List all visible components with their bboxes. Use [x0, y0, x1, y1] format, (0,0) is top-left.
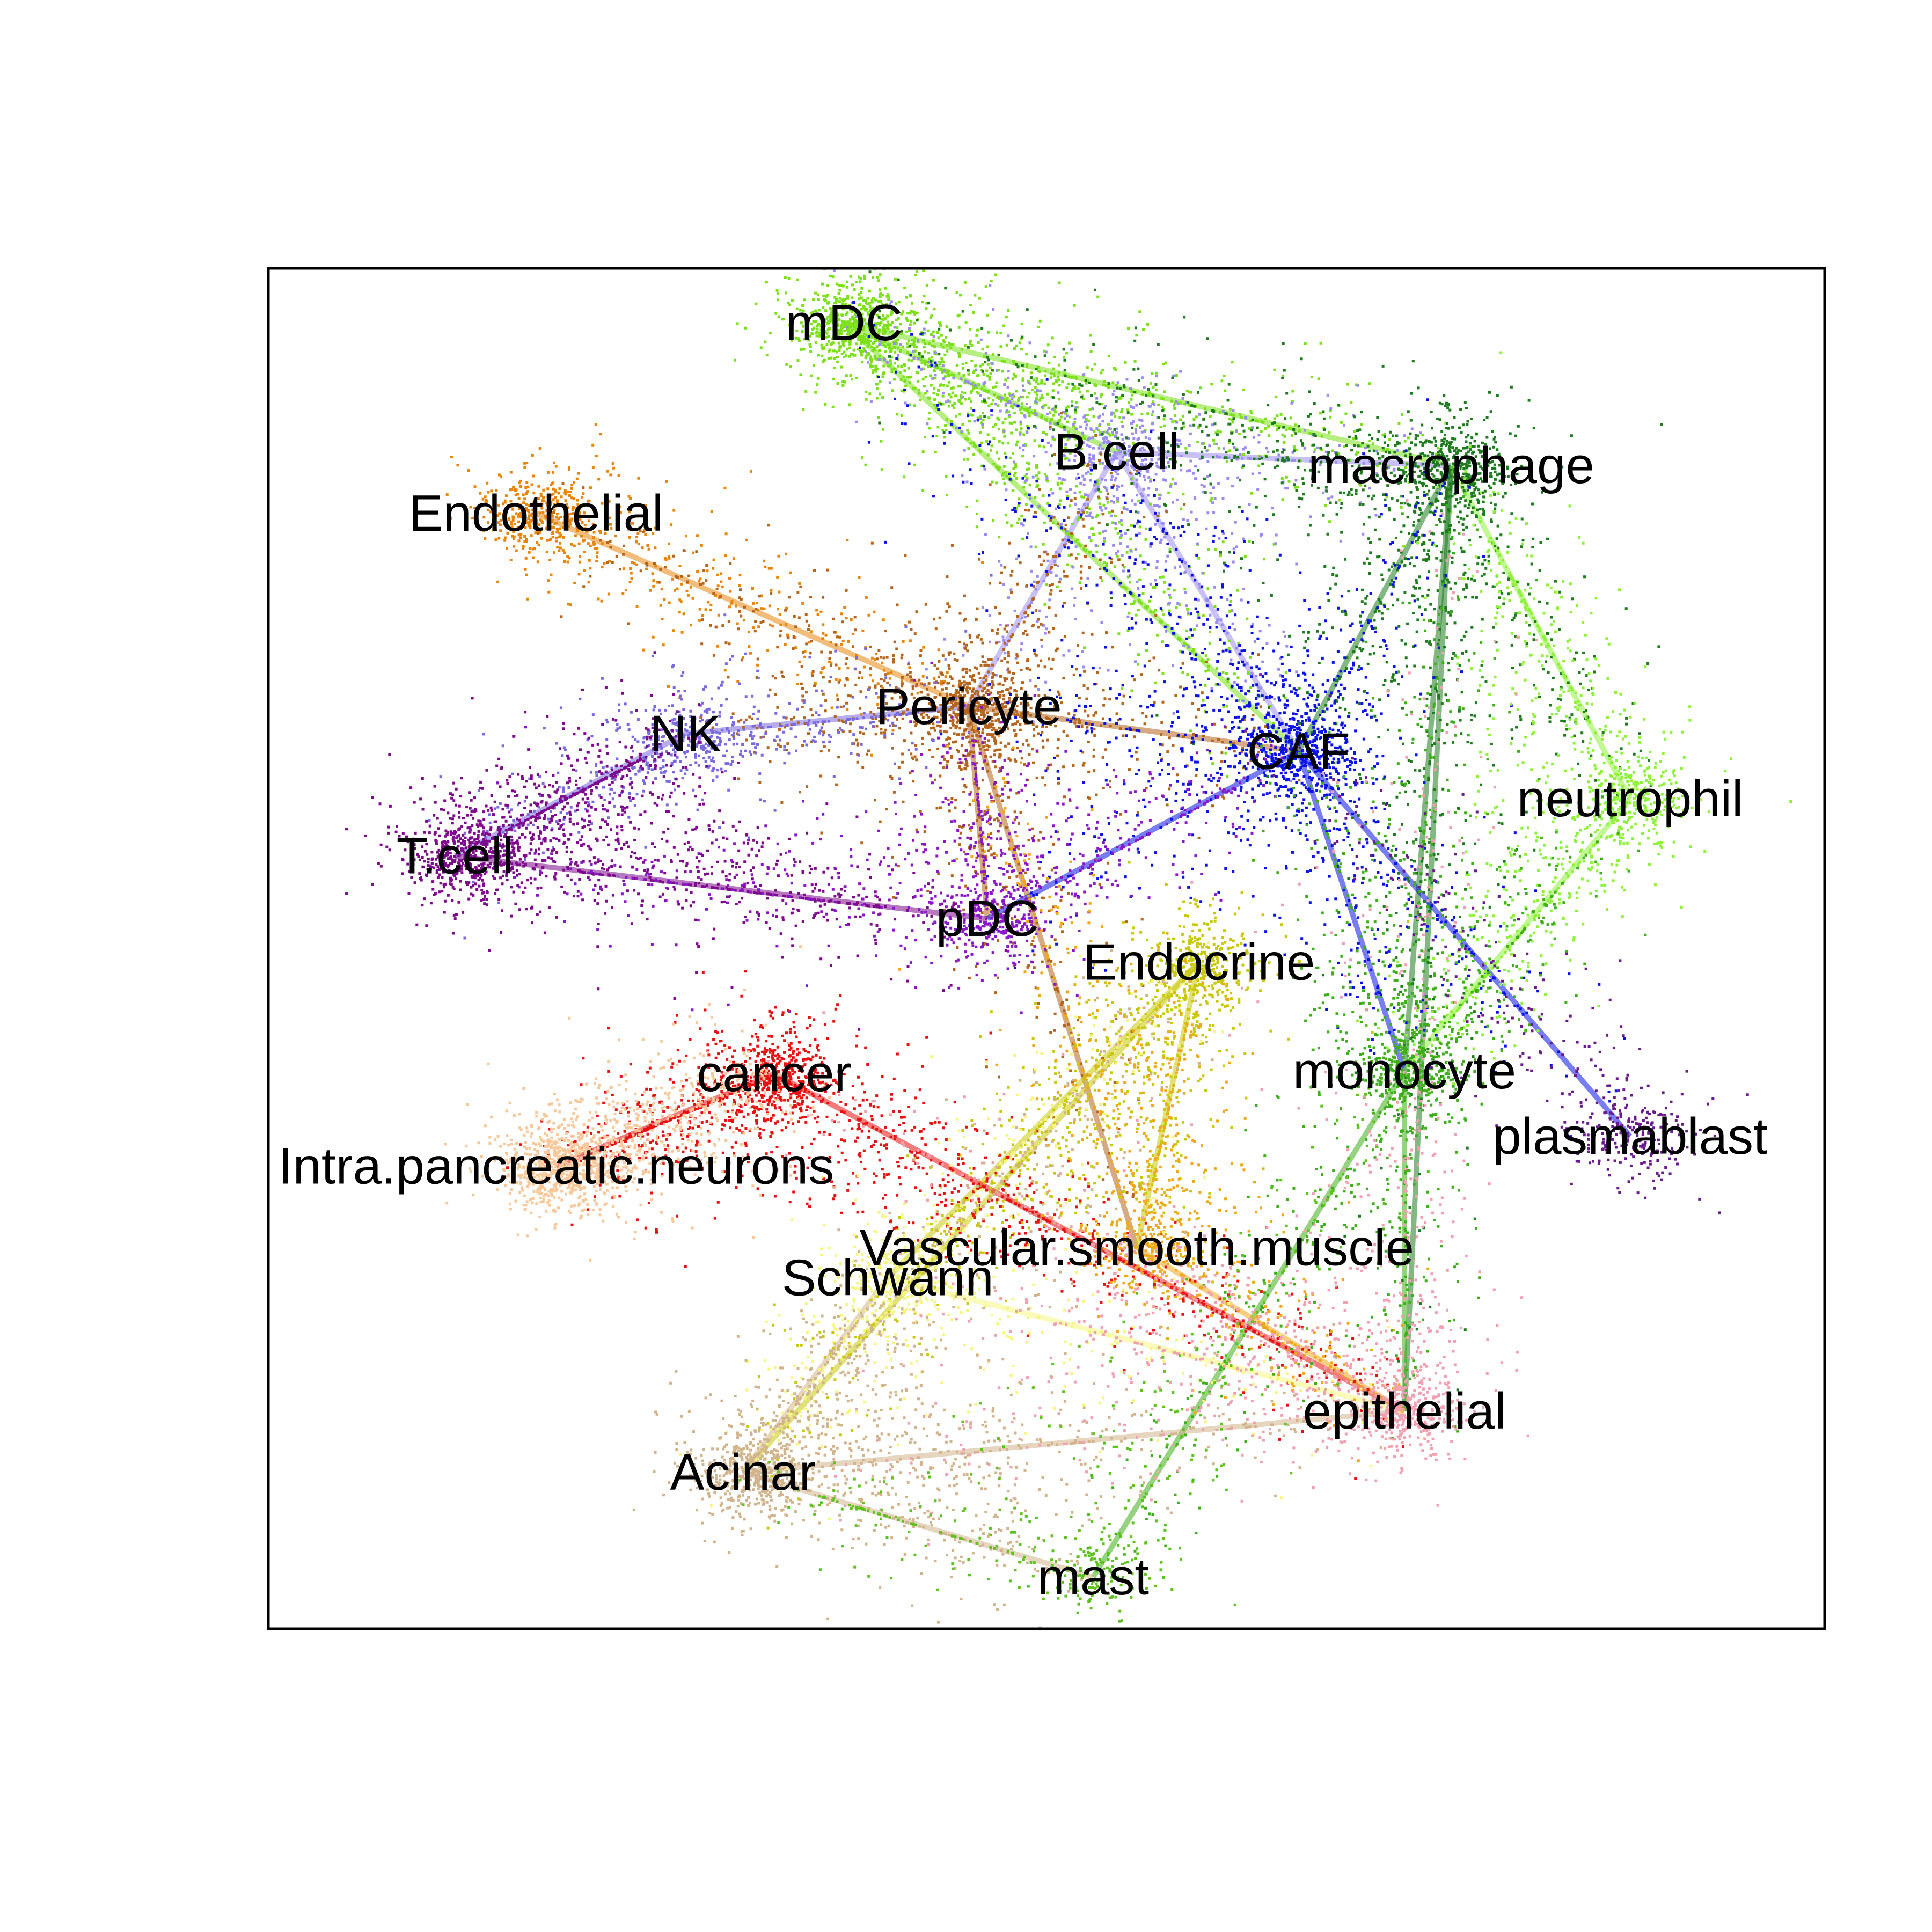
- cluster-label-pDC: pDC: [936, 890, 1039, 947]
- cluster-label-monocyte: monocyte: [1293, 1042, 1516, 1100]
- cluster-label-Endothelial: Endothelial: [408, 485, 663, 542]
- cluster-label-neutrophil: neutrophil: [1517, 770, 1744, 828]
- cluster-label-Pericyte: Pericyte: [876, 678, 1062, 735]
- cluster-label-mDC: mDC: [786, 294, 903, 352]
- cluster-label-Intra.pancreatic.neurons: Intra.pancreatic.neurons: [279, 1138, 834, 1195]
- cluster-label-NK: NK: [650, 705, 721, 762]
- cluster-label-CAF: CAF: [1247, 722, 1350, 780]
- cluster-label-Acinar: Acinar: [670, 1444, 816, 1501]
- cluster-label-cancer: cancer: [697, 1045, 851, 1102]
- cluster-label-mast: mast: [1037, 1548, 1149, 1606]
- cluster-label-Schwann: Schwann: [782, 1249, 994, 1306]
- cluster-label-macrophage: macrophage: [1308, 437, 1594, 494]
- cluster-label-Endocrine: Endocrine: [1083, 933, 1315, 991]
- cluster-label-epithelial: epithelial: [1303, 1382, 1506, 1440]
- cluster-label-plasmablast: plasmablast: [1492, 1108, 1767, 1165]
- cluster-label-T.cell: T.cell: [397, 828, 514, 885]
- cluster-label-B.cell: B.cell: [1053, 423, 1180, 481]
